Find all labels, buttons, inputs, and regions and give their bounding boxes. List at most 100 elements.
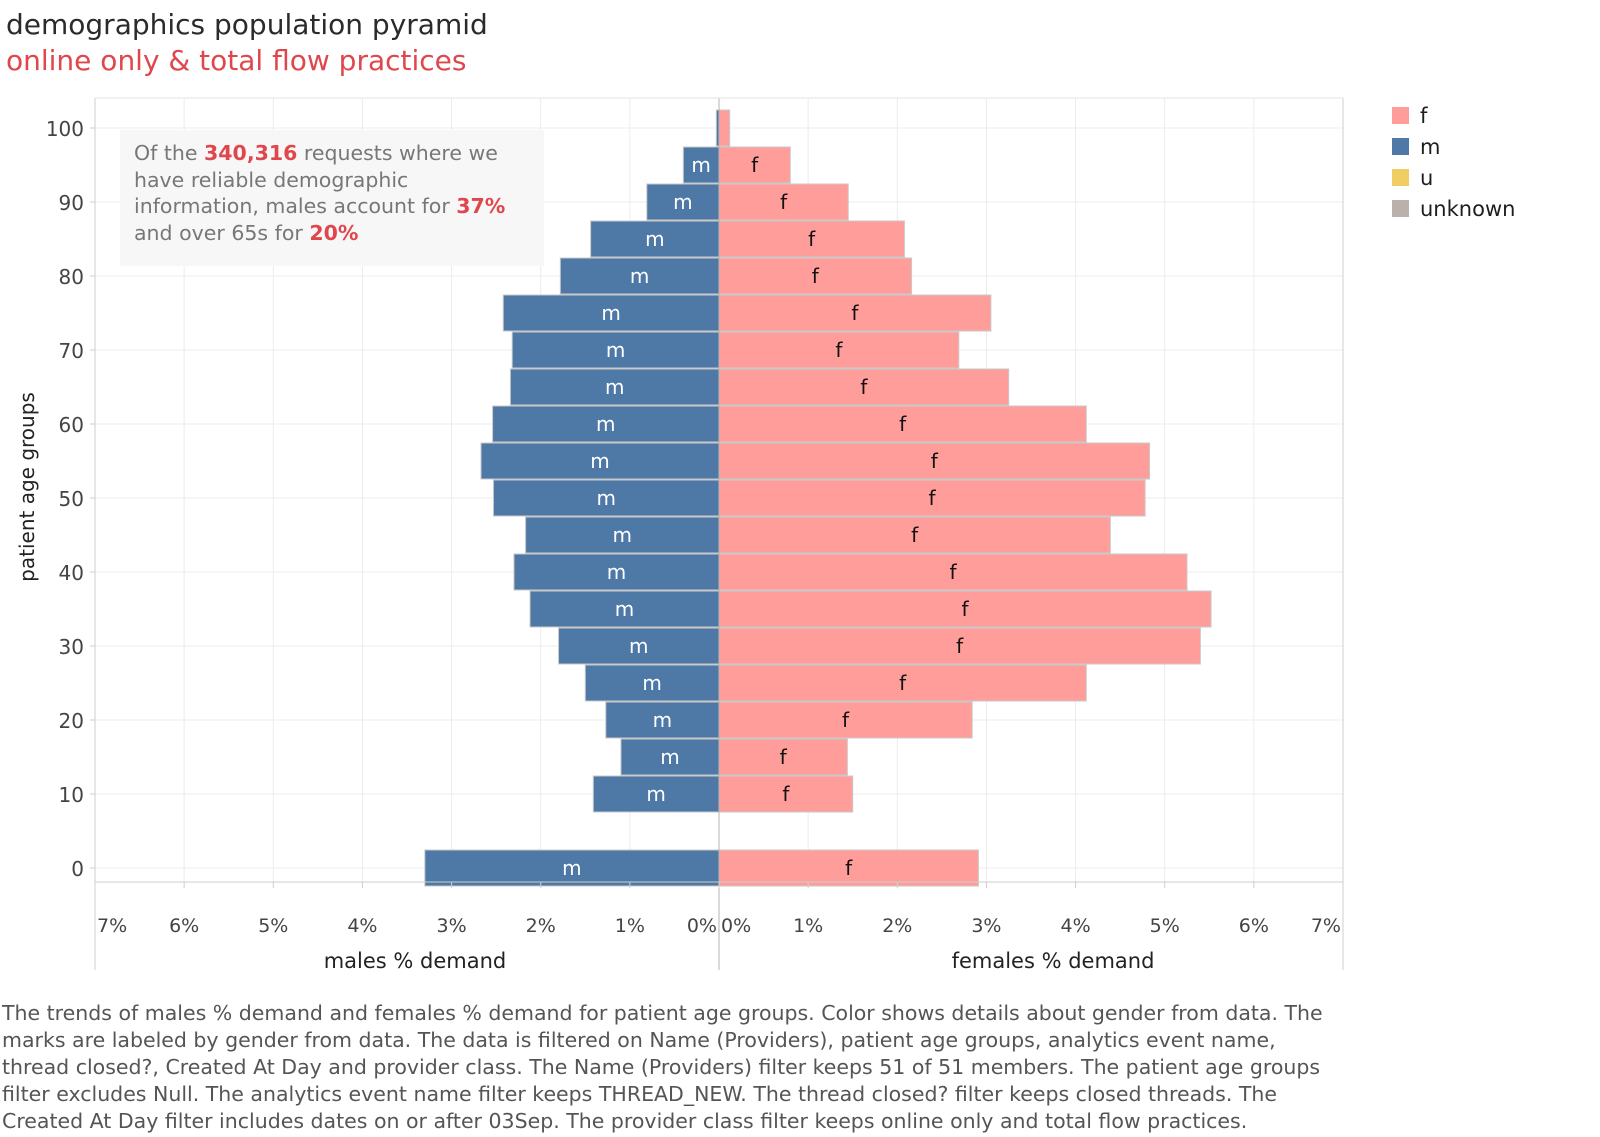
bar-label-female: f <box>842 708 850 732</box>
y-tick-label: 20 <box>59 709 84 733</box>
legend-item-unknown[interactable]: unknown <box>1392 193 1515 224</box>
bar-label-female: f <box>860 375 868 399</box>
bar-label-female: f <box>780 745 788 769</box>
bar-female <box>718 627 1201 665</box>
bar-male <box>620 738 720 776</box>
x-tick-label-left: 7% <box>97 915 127 937</box>
bar-male <box>646 183 720 221</box>
x-tick-label-left: 3% <box>436 915 466 937</box>
annotation-text: requests where we <box>297 141 498 165</box>
males-share: 37% <box>456 194 506 218</box>
bar-female <box>718 590 1212 628</box>
bar-label-female: f <box>899 671 907 695</box>
x-tick-label-right: 2% <box>882 915 912 937</box>
y-tick-label: 40 <box>59 561 84 585</box>
x-tick-label-left: 1% <box>615 915 645 937</box>
bar-label-male: m <box>605 375 624 399</box>
bar-label-male: m <box>629 634 648 658</box>
x-tick-label-right: 4% <box>1060 915 1090 937</box>
bar-label-female: f <box>751 153 759 177</box>
x-tick-label-left: 6% <box>169 915 199 937</box>
bar-female <box>718 516 1111 554</box>
bar-female <box>718 109 731 147</box>
caption-line: marks are labeled by gender from data. T… <box>2 1028 1276 1052</box>
bar-male <box>513 553 720 591</box>
y-tick-label: 10 <box>59 783 84 807</box>
legend-item-u[interactable]: u <box>1392 162 1515 193</box>
bar-male <box>605 701 720 739</box>
bar-female <box>718 775 854 813</box>
bar-label-female: f <box>949 560 957 584</box>
annotation-text: and over 65s for <box>134 220 310 245</box>
legend-item-m[interactable]: m <box>1392 131 1515 162</box>
caption-line: filter excludes Null. The analytics even… <box>2 1082 1278 1106</box>
legend-label: u <box>1420 165 1434 190</box>
y-tick-label: 100 <box>46 117 84 141</box>
bar-label-male: m <box>606 338 625 362</box>
request-count: 340,316 <box>204 141 298 165</box>
bar-label-male: m <box>660 745 679 769</box>
bar-male <box>511 331 720 369</box>
bar-label-female: f <box>899 412 907 436</box>
bar-label-female: f <box>929 486 937 510</box>
bar-male <box>525 516 720 554</box>
bar-label-female: f <box>782 782 790 806</box>
bar-label-male: m <box>646 782 665 806</box>
chart-title: demographics population pyramid <box>6 8 488 41</box>
legend: f m u unknown <box>1392 100 1515 224</box>
caption-line: The trends of males % demand and females… <box>2 1001 1323 1025</box>
legend-swatch-f <box>1392 107 1409 124</box>
chart-caption: The trends of males % demand and females… <box>2 1000 1592 1135</box>
legend-item-f[interactable]: f <box>1392 100 1515 131</box>
bar-female <box>718 183 849 221</box>
annotation-text: information, males account for <box>134 194 457 218</box>
legend-swatch-u <box>1392 169 1409 186</box>
bar-label-female: f <box>835 338 843 362</box>
bar-label-female: f <box>911 523 919 547</box>
bar-label-female: f <box>931 449 939 473</box>
x-tick-label-right: 6% <box>1239 915 1269 937</box>
bar-label-female: f <box>851 301 859 325</box>
bar-female <box>718 331 960 369</box>
chart-bar-labels: m f m f m f m f m f m f m f m f m f m f m f m f m f m f m f m f m f m f m f <box>562 153 969 880</box>
x-tick-label-left: 2% <box>526 915 556 937</box>
over65-share: 20% <box>309 220 359 245</box>
y-tick-label: 70 <box>59 339 84 363</box>
y-tick-label: 50 <box>59 487 84 511</box>
bar-male <box>480 442 720 480</box>
bar-label-female: f <box>808 227 816 251</box>
y-tick-label: 60 <box>59 413 84 437</box>
males-axis-label: males % demand <box>324 949 507 973</box>
bar-label-male: m <box>642 671 661 695</box>
bar-male <box>592 775 720 813</box>
x-tick-label-left: 5% <box>258 915 288 937</box>
chart-bars <box>424 109 1212 887</box>
y-axis-ticks: 0 10 20 30 40 50 60 70 80 90 100 <box>46 117 95 881</box>
x-tick-label-left: 0% <box>687 915 717 937</box>
bar-label-male: m <box>630 264 649 288</box>
bar-female <box>718 849 979 887</box>
annotation-text: Of the <box>134 141 205 165</box>
x-tick-label-left: 4% <box>347 915 377 937</box>
bar-male <box>682 146 720 184</box>
y-tick-label: 90 <box>59 191 84 215</box>
bar-female <box>718 738 848 776</box>
chart-subtitle: online only & total flow practices <box>6 44 467 77</box>
legend-swatch-m <box>1392 138 1409 155</box>
females-axis-label: females % demand <box>952 949 1155 973</box>
bar-label-male: m <box>653 708 672 732</box>
bar-label-male: m <box>562 856 581 880</box>
x-tick-label-right: 5% <box>1150 915 1180 937</box>
bar-male <box>509 368 720 406</box>
bar-label-female: f <box>845 856 853 880</box>
bar-label-male: m <box>596 412 615 436</box>
bar-male <box>559 257 720 295</box>
bar-label-male: m <box>607 560 626 584</box>
annotation-box: Of the 340,316 requests where we have re… <box>120 130 544 266</box>
x-tick-label-right: 7% <box>1311 915 1341 937</box>
x-axis-ticks: 7% 6% 5% 4% 3% 2% 1% 0% 0% 1% 2% 3% 4% 5% 6% 7% <box>94 882 1344 937</box>
bar-label-male: m <box>691 153 710 177</box>
legend-label: unknown <box>1420 196 1516 221</box>
bar-label-male: m <box>645 227 664 251</box>
bar-label-male: m <box>596 486 615 510</box>
